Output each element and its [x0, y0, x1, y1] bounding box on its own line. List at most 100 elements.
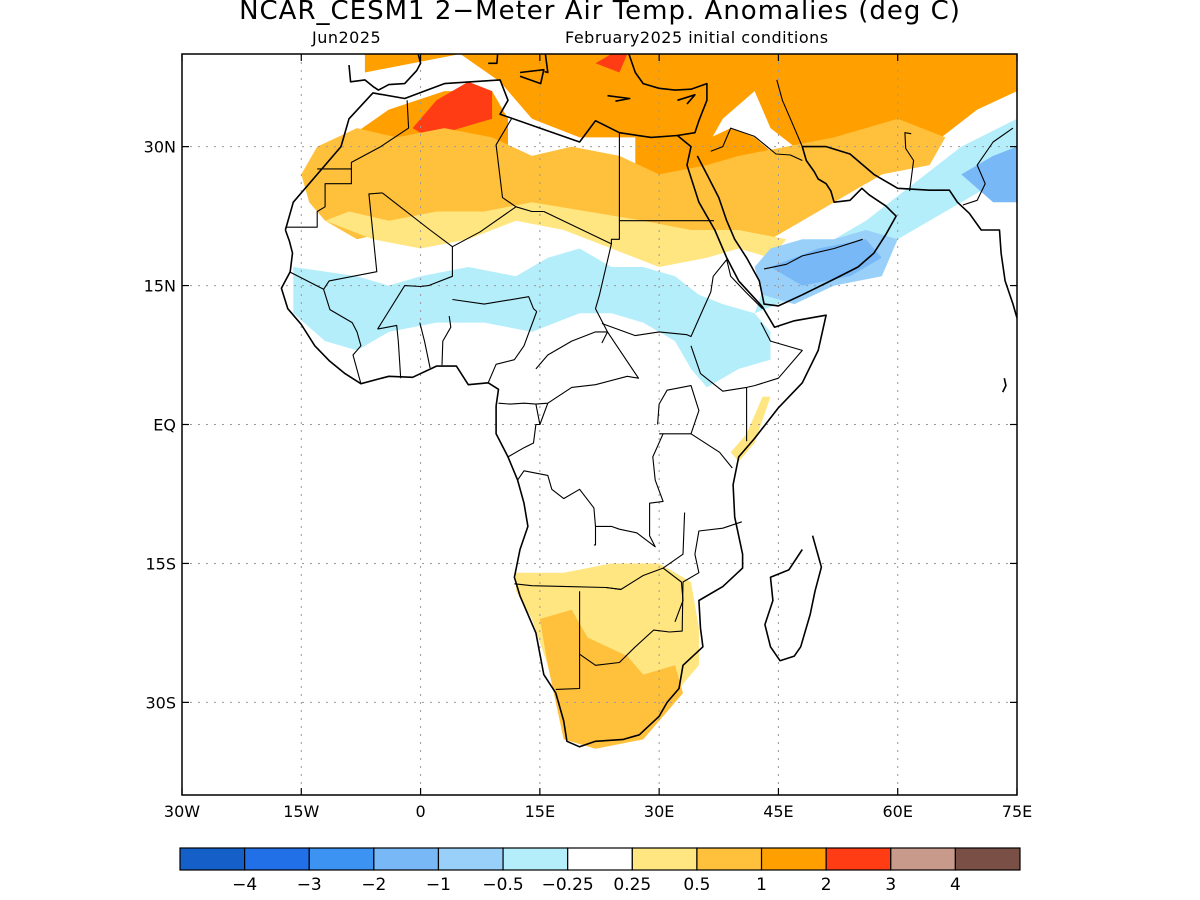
coastline-madagascar [764, 535, 823, 662]
coastline-sicily [519, 68, 545, 85]
border-zim-moz [662, 567, 684, 622]
border-botswana-sa [579, 629, 670, 666]
coastline-sardinia [488, 54, 499, 65]
colorbar-swatch-9 [760, 847, 827, 871]
colorbar-label-4: −0.5 [482, 875, 523, 895]
colorbar-swatch-6 [567, 847, 633, 871]
anomaly-region-10 [539, 609, 683, 749]
y-tick-label-2: EQ [153, 416, 176, 435]
anomaly-region-11 [293, 248, 771, 388]
coastline-arabia [696, 145, 1017, 319]
colorbar: −4 −3 −2 −1 −0.5 −0.25 0.25 0.5 1 2 3 4 [179, 847, 1021, 895]
colorbar-label-2: −2 [361, 875, 386, 895]
x-tick-label-6: 60E [882, 802, 912, 821]
anomaly-shading [293, 54, 1017, 749]
border-iran-iraq [776, 79, 803, 147]
anomaly-region-15 [961, 146, 1017, 203]
border-drc-east [593, 433, 664, 548]
colorbar-swatch-11 [890, 847, 956, 871]
colorbar-swatch-5 [502, 847, 569, 871]
border-pakistan-india [962, 127, 1014, 206]
axes: 30W 15W 0 15E 30E 45E 60E 75E 30N 15N EQ 15S 30S [144, 54, 1032, 821]
colorbar-label-0: −4 [232, 875, 257, 895]
colorbar-swatch-2 [308, 847, 375, 871]
valid-month-label: Jun2025 [312, 28, 382, 47]
y-tick-label-1: 15N [144, 277, 176, 296]
colorbar-swatch-12 [954, 847, 1021, 871]
colorbar-label-3: −1 [426, 875, 451, 895]
border-saudi-borders [710, 127, 803, 161]
border-saudi-yemen [763, 238, 863, 270]
border-zambia-zimbabwe [605, 512, 686, 590]
border-tanzania-moz [669, 521, 742, 633]
anomaly-region-7 [325, 202, 787, 267]
border-tunisia-libya [495, 117, 517, 208]
border-benin-nigeria [441, 316, 452, 366]
border-algeria-mali-niger [382, 192, 544, 248]
coastline-levant-anatolia [628, 54, 708, 137]
border-ghana-togo [419, 322, 431, 369]
x-tick-label-0: 30W [164, 802, 200, 821]
colorbar-swatch-1 [244, 847, 310, 871]
gridlines [182, 54, 1017, 795]
colorbar-swatch-3 [373, 847, 440, 871]
x-tick-label-7: 75E [1002, 802, 1032, 821]
colorbar-label-10: 3 [885, 875, 896, 895]
y-tick-label-0: 30N [144, 138, 176, 157]
colorbar-swatch-4 [437, 847, 504, 871]
anomaly-region-4 [412, 81, 493, 138]
colorbar-label-1: −3 [297, 875, 322, 895]
border-niger-nigeria [452, 296, 538, 312]
coastline-cyprus [677, 94, 696, 105]
country-borders [285, 79, 1014, 690]
border-gabon-congo [507, 403, 549, 458]
x-tick-label-4: 30E [644, 802, 674, 821]
anomaly-region-6 [301, 118, 946, 258]
colorbar-label-9: 2 [821, 875, 832, 895]
border-west-africa [323, 289, 362, 384]
coastline-europe-south [348, 54, 549, 91]
anomaly-region-8 [730, 396, 771, 462]
border-nigeria-cameroon [487, 311, 538, 384]
border-car [535, 331, 640, 405]
border-eritrea [710, 259, 763, 310]
coastlines [280, 54, 1017, 748]
border-chad-sudan [594, 243, 612, 344]
border-mauritania-mali [289, 192, 383, 290]
colorbar-swatch-10 [825, 847, 892, 871]
coastline-sri-lanka-west [1001, 378, 1007, 393]
colorbar-label-5: −0.25 [542, 875, 594, 895]
anomaly-region-5 [595, 54, 628, 73]
colorbar-swatch-0 [179, 847, 246, 871]
anomaly-region-0 [364, 54, 1017, 184]
border-sudan-south [601, 291, 712, 338]
colorbar-swatch-7 [631, 847, 698, 871]
y-tick-label-3: 15S [145, 554, 176, 573]
colorbar-label-6: 0.25 [613, 875, 651, 895]
border-ethiopia-kenya [690, 322, 803, 392]
y-tick-label-4: 30S [145, 693, 176, 712]
coastline-africa [280, 79, 827, 748]
anomaly-region-14 [770, 239, 882, 286]
border-drc-west [517, 470, 597, 527]
colorbar-label-8: 1 [756, 875, 767, 895]
colorbar-label-7: 0.5 [683, 875, 710, 895]
border-cameroon-gabon [498, 402, 541, 425]
border-mali-niger [377, 246, 453, 330]
border-iran-pakistan [904, 132, 915, 192]
border-uganda [657, 385, 700, 435]
map-title: NCAR_CESM1 2−Meter Air Temp. Anomalies (… [239, 0, 961, 26]
colorbar-swatch-8 [696, 847, 763, 871]
x-tick-label-3: 15E [525, 802, 555, 821]
x-tick-label-2: 0 [415, 802, 425, 821]
colorbar-label-11: 4 [950, 875, 961, 895]
x-tick-label-1: 15W [283, 802, 319, 821]
border-libya-chad-sudan [543, 132, 620, 245]
border-kenya-tanzania [690, 433, 733, 469]
border-w-sahara-mauritania [285, 168, 352, 228]
coastline-crete [607, 94, 631, 102]
border-west-africa2 [377, 324, 402, 379]
initial-conditions-label: February2025 initial conditions [565, 28, 829, 47]
border-morocco-algeria [350, 100, 410, 170]
